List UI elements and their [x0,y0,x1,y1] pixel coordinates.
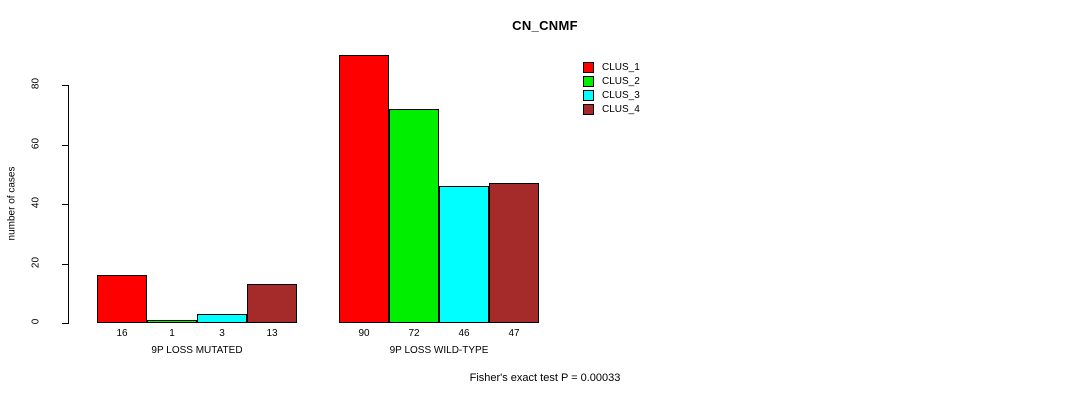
legend-item-label: CLUS_4 [602,104,640,115]
bar-value-label: 90 [358,328,370,339]
chart-title: CN_CNMF [512,18,578,33]
legend-item: CLUS_2 [583,75,640,88]
chart-legend: CLUS_1 CLUS_2 CLUS_3 CLUS_4 [583,61,640,117]
legend-color-swatch [583,104,594,115]
bar-value-label: 16 [116,328,128,339]
bar [339,55,389,323]
y-axis-tick-label: 60 [30,137,42,149]
bar-value-label: 3 [219,328,225,339]
y-axis-title: number of cases [6,166,18,241]
legend-item-label: CLUS_2 [602,76,640,87]
bar [197,314,247,323]
bar-value-label: 46 [458,328,470,339]
bar [489,183,539,323]
legend-color-swatch [583,76,594,87]
y-axis-tick [62,323,68,324]
y-axis-tick [62,204,68,205]
legend-item-label: CLUS_1 [602,62,640,73]
y-axis-tick-label: 80 [30,77,42,90]
bar [147,320,197,323]
statistical-annotation: Fisher's exact test P = 0.00033 [469,372,621,384]
legend-item-label: CLUS_3 [602,90,640,101]
bar-value-label: 72 [408,328,420,339]
bar-value-label: 47 [508,328,520,339]
y-axis-tick-label: 0 [30,318,42,325]
x-axis-group-label: 9P LOSS WILD-TYPE [389,345,489,356]
bar [389,108,439,323]
bar [247,284,297,323]
legend-color-swatch [583,62,594,73]
legend-item: CLUS_4 [583,103,640,116]
y-axis-tick [62,85,68,86]
y-axis-tick-label: 40 [30,196,42,209]
bar [439,186,489,323]
y-axis-tick [62,144,68,146]
legend-item: CLUS_3 [583,89,640,102]
y-axis-tick-label: 20 [30,256,42,268]
y-axis-line [68,85,69,324]
legend-color-swatch [583,90,594,101]
legend-item: CLUS_1 [583,61,640,74]
y-axis-tick [62,263,68,265]
x-axis-group-label: 9P LOSS MUTATED [151,345,243,356]
bar-value-label: 1 [169,328,175,339]
bar-value-label: 13 [266,328,278,339]
bar [97,275,147,323]
